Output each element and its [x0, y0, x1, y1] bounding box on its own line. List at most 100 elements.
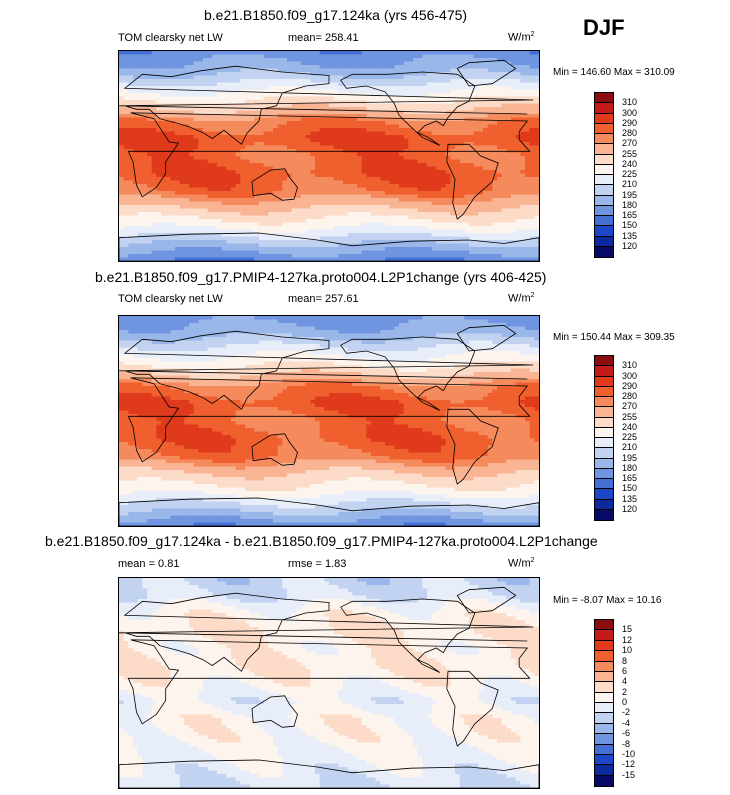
map-cell [123, 82, 129, 87]
map-cell [347, 233, 353, 238]
map-cell [525, 226, 531, 231]
map-cell [506, 121, 512, 126]
map-cell [422, 208, 428, 213]
map-cell [329, 100, 335, 105]
map-cell [198, 170, 204, 175]
map-cell [501, 159, 507, 164]
map-cell [259, 103, 265, 108]
map-cell [478, 187, 484, 192]
map-cell [478, 54, 484, 59]
map-cell [119, 205, 125, 210]
map-cell [198, 75, 204, 80]
map-cell [119, 180, 125, 185]
map-cell [427, 163, 433, 168]
map-cell [259, 229, 265, 234]
map-cell [249, 75, 255, 80]
map-cell [198, 121, 204, 126]
map-cell [221, 72, 227, 77]
map-cell [259, 184, 265, 189]
map-cell [147, 82, 153, 87]
map-cell [119, 96, 125, 101]
map-cell [492, 82, 498, 87]
map-cell [235, 229, 241, 234]
map-cell [179, 170, 185, 175]
map-cell [413, 114, 419, 119]
map-cell [310, 222, 316, 227]
map-cell [310, 166, 316, 171]
map-cell [137, 166, 143, 171]
map-cell [324, 128, 330, 133]
map-cell [352, 82, 358, 87]
map-cell [268, 93, 274, 98]
map-cell [380, 58, 386, 63]
map-cell [203, 86, 209, 91]
map-cell [431, 135, 437, 140]
map-cell [315, 93, 321, 98]
map-cell [324, 173, 330, 178]
map-cell [156, 58, 162, 63]
map-cell [319, 156, 325, 161]
map-cell [324, 198, 330, 203]
map-cell [207, 215, 213, 220]
map-cell [534, 124, 539, 129]
map-cell [473, 121, 479, 126]
map-cell [436, 54, 442, 59]
map-cell [501, 100, 507, 105]
map-cell [207, 138, 213, 143]
map-cell [240, 114, 246, 119]
map-cell [427, 215, 433, 220]
map-cell [291, 184, 297, 189]
map-cell [161, 124, 167, 129]
map-cell [469, 215, 475, 220]
map-cell [249, 208, 255, 213]
map-cell [133, 114, 139, 119]
map-cell [315, 156, 321, 161]
map-cell [422, 65, 428, 70]
map-cell [478, 124, 484, 129]
map-cell [235, 243, 241, 248]
map-cell [469, 163, 475, 168]
map-cell [123, 170, 129, 175]
map-cell [529, 145, 535, 150]
map-cell [170, 65, 176, 70]
map-cell [296, 229, 302, 234]
map-cell [455, 124, 461, 129]
map-cell [119, 212, 125, 217]
map-cell [123, 205, 129, 210]
map-cell [385, 163, 391, 168]
map-cell [263, 226, 269, 231]
map-cell [469, 138, 475, 143]
map-cell [212, 61, 218, 66]
map-cell [231, 82, 237, 87]
map-cell [338, 191, 344, 196]
map-cell [179, 121, 185, 126]
map-cell [422, 219, 428, 224]
map-cell [413, 121, 419, 126]
map-cell [315, 201, 321, 206]
map-cell [142, 110, 148, 115]
map-cell [338, 156, 344, 161]
map-cell [361, 110, 367, 115]
map-cell [184, 177, 190, 182]
map-cell [170, 152, 176, 157]
map-cell [343, 208, 349, 213]
map-cell [203, 82, 209, 87]
map-cell [492, 205, 498, 210]
map-cell [319, 166, 325, 171]
map-cell [119, 149, 125, 154]
map-cell [487, 198, 493, 203]
map-cell [534, 159, 539, 164]
map-cell [371, 240, 377, 245]
map-cell [431, 68, 437, 73]
map-cell [529, 156, 535, 161]
map-cell [119, 170, 125, 175]
map-cell [147, 68, 153, 73]
map-cell [310, 82, 316, 87]
map-cell [529, 152, 535, 157]
map-cell [357, 121, 363, 126]
map-cell [254, 215, 260, 220]
map-cell [221, 180, 227, 185]
map-cell [156, 226, 162, 231]
map-cell [240, 219, 246, 224]
map-cell [473, 156, 479, 161]
